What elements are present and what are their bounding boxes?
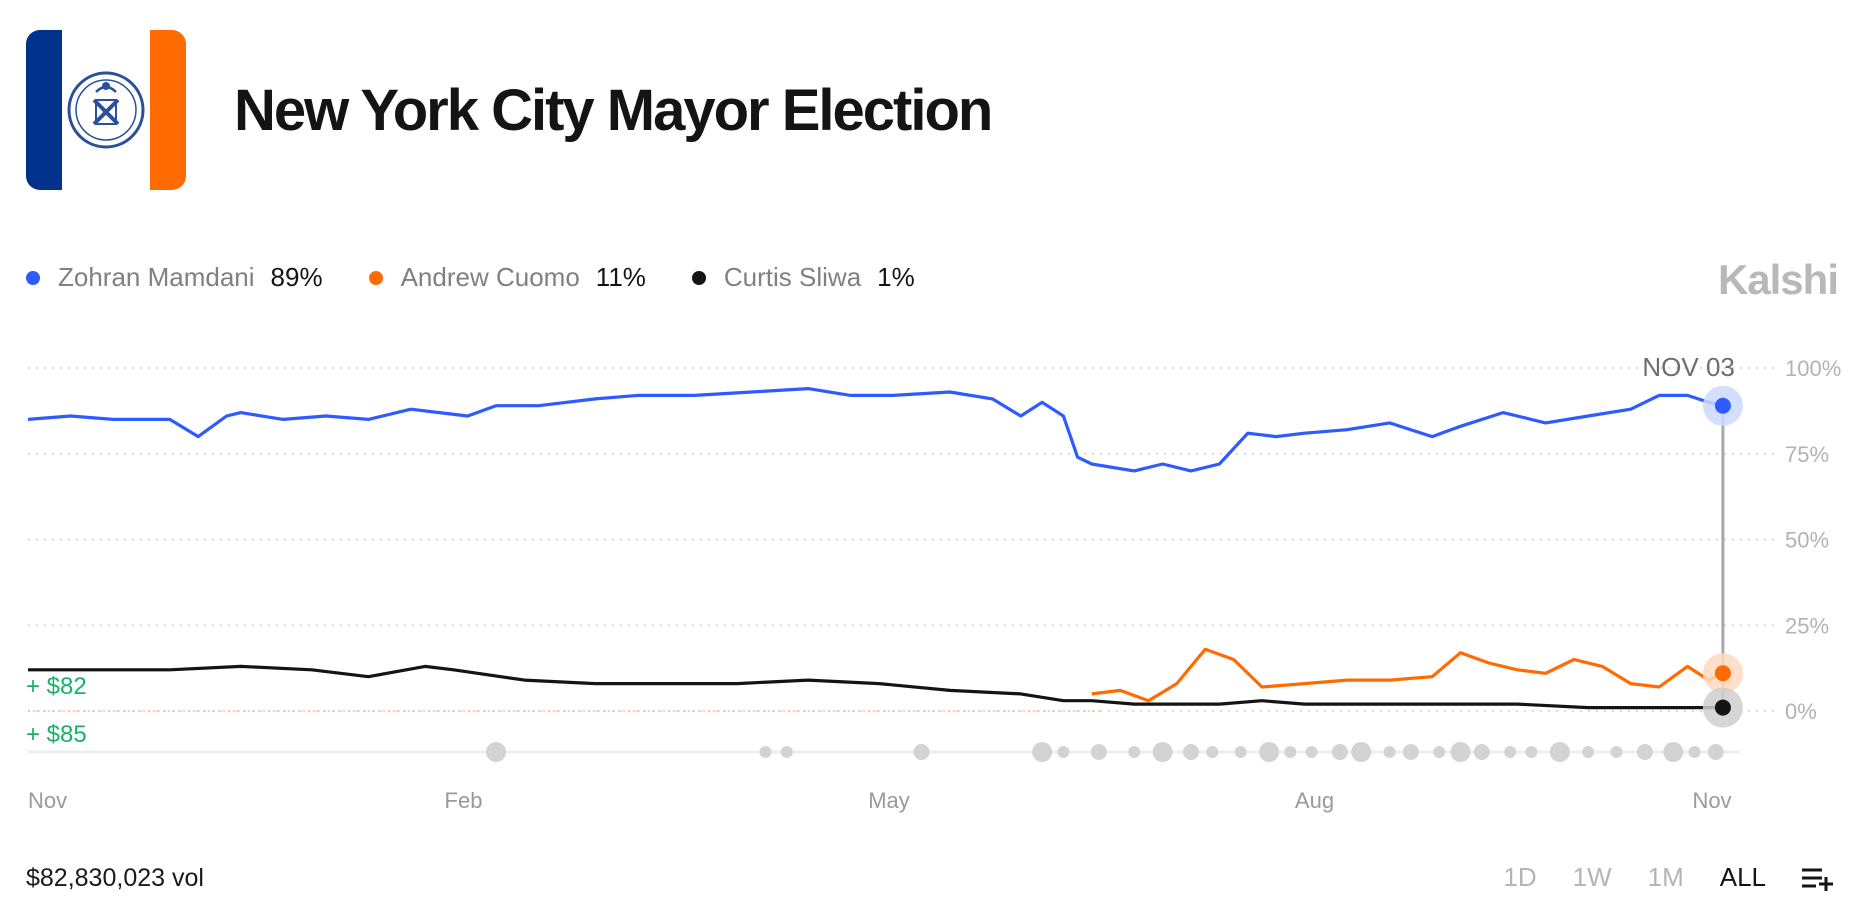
volume-marker — [1331, 744, 1348, 760]
price-chart[interactable]: 100% 75% 50% 25% 0% + $82 + $85 NOV 03 Nov Feb May… — [0, 340, 1858, 840]
volume-marker — [1473, 744, 1490, 760]
volume-marker — [1206, 746, 1219, 758]
volume-marker — [1688, 746, 1701, 758]
legend-value: 89% — [270, 262, 323, 292]
volume-marker — [780, 746, 793, 758]
hover-date-label: NOV 03 — [1642, 352, 1735, 382]
legend-item-mamdani[interactable]: Zohran Mamdani 89% — [26, 262, 323, 293]
series-line-1 — [1091, 647, 1724, 703]
legend-item-cuomo[interactable]: Andrew Cuomo 11% — [368, 262, 646, 293]
range-1w-button[interactable]: 1W — [1572, 862, 1612, 892]
x-tick-label: Aug — [1295, 788, 1334, 813]
x-tick-label: Nov — [28, 788, 67, 813]
legend-name: Zohran Mamdani — [58, 262, 255, 292]
volume-marker — [1707, 744, 1724, 760]
legend-value: 1% — [877, 262, 915, 292]
y-tick-label: 50% — [1785, 528, 1829, 553]
y-tick-label: 0% — [1785, 699, 1817, 724]
volume-marker — [1090, 744, 1107, 760]
range-1d-button[interactable]: 1D — [1503, 862, 1537, 892]
volume-marker — [1183, 744, 1200, 760]
range-all-button[interactable]: ALL — [1719, 862, 1766, 892]
x-tick-label: Nov — [1692, 788, 1731, 813]
volume-label: $82,830,023 vol — [26, 864, 204, 892]
header: New York City Mayor Election — [26, 30, 993, 190]
volume-marker — [1402, 744, 1419, 760]
legend-value: 11% — [595, 262, 646, 292]
volume-marker — [1450, 742, 1471, 762]
x-tick-label: May — [868, 788, 910, 813]
trade-label: + $85 — [26, 721, 87, 748]
hover-point — [1714, 699, 1731, 716]
volume-marker — [759, 746, 772, 758]
legend-name: Andrew Cuomo — [400, 262, 580, 292]
volume-marker — [1525, 746, 1538, 758]
nyc-flag-logo — [26, 30, 186, 190]
add-to-list-icon[interactable] — [1800, 865, 1834, 891]
series-line-0 — [27, 387, 1724, 473]
volume-marker — [1032, 742, 1053, 762]
legend-dot — [368, 270, 383, 285]
hover-point — [1714, 665, 1731, 682]
trade-label: + $82 — [26, 673, 87, 700]
volume-marker — [1610, 746, 1623, 758]
volume-marker — [1305, 746, 1318, 758]
kalshi-logo[interactable]: Kalshi — [1717, 256, 1839, 303]
time-range-selector: 1D 1W 1M ALL — [1467, 862, 1834, 893]
y-tick-label: 100% — [1785, 356, 1841, 381]
volume-marker — [1259, 742, 1280, 762]
x-tick-label: Feb — [445, 788, 483, 813]
volume-marker — [1433, 746, 1446, 758]
legend-dot — [26, 270, 40, 285]
legend-name: Curtis Sliwa — [723, 262, 862, 292]
volume-marker — [1234, 746, 1247, 758]
volume-marker — [486, 742, 507, 762]
volume-marker — [1152, 742, 1173, 762]
volume-marker — [1128, 746, 1141, 758]
volume-marker — [1504, 746, 1517, 758]
volume-marker — [1351, 742, 1372, 762]
volume-marker — [1383, 746, 1396, 758]
y-tick-label: 25% — [1785, 613, 1829, 638]
legend-item-sliwa[interactable]: Curtis Sliwa 1% — [691, 262, 915, 293]
volume-marker — [1582, 746, 1595, 758]
nyc-seal-icon — [67, 71, 145, 149]
volume-marker — [1057, 746, 1070, 758]
hover-point — [1714, 397, 1731, 414]
y-tick-label: 75% — [1785, 442, 1829, 467]
volume-marker — [1549, 742, 1570, 762]
range-1m-button[interactable]: 1M — [1647, 862, 1684, 892]
legend-dot — [691, 270, 706, 285]
volume-marker — [1636, 744, 1653, 760]
volume-marker — [1284, 746, 1297, 758]
page-title: New York City Mayor Election — [234, 77, 993, 143]
volume-marker — [913, 744, 930, 760]
series-line-2 — [28, 664, 1723, 710]
legend: Zohran Mamdani 89% Andrew Cuomo 11% Curt… — [26, 262, 961, 293]
volume-marker — [1663, 742, 1684, 762]
